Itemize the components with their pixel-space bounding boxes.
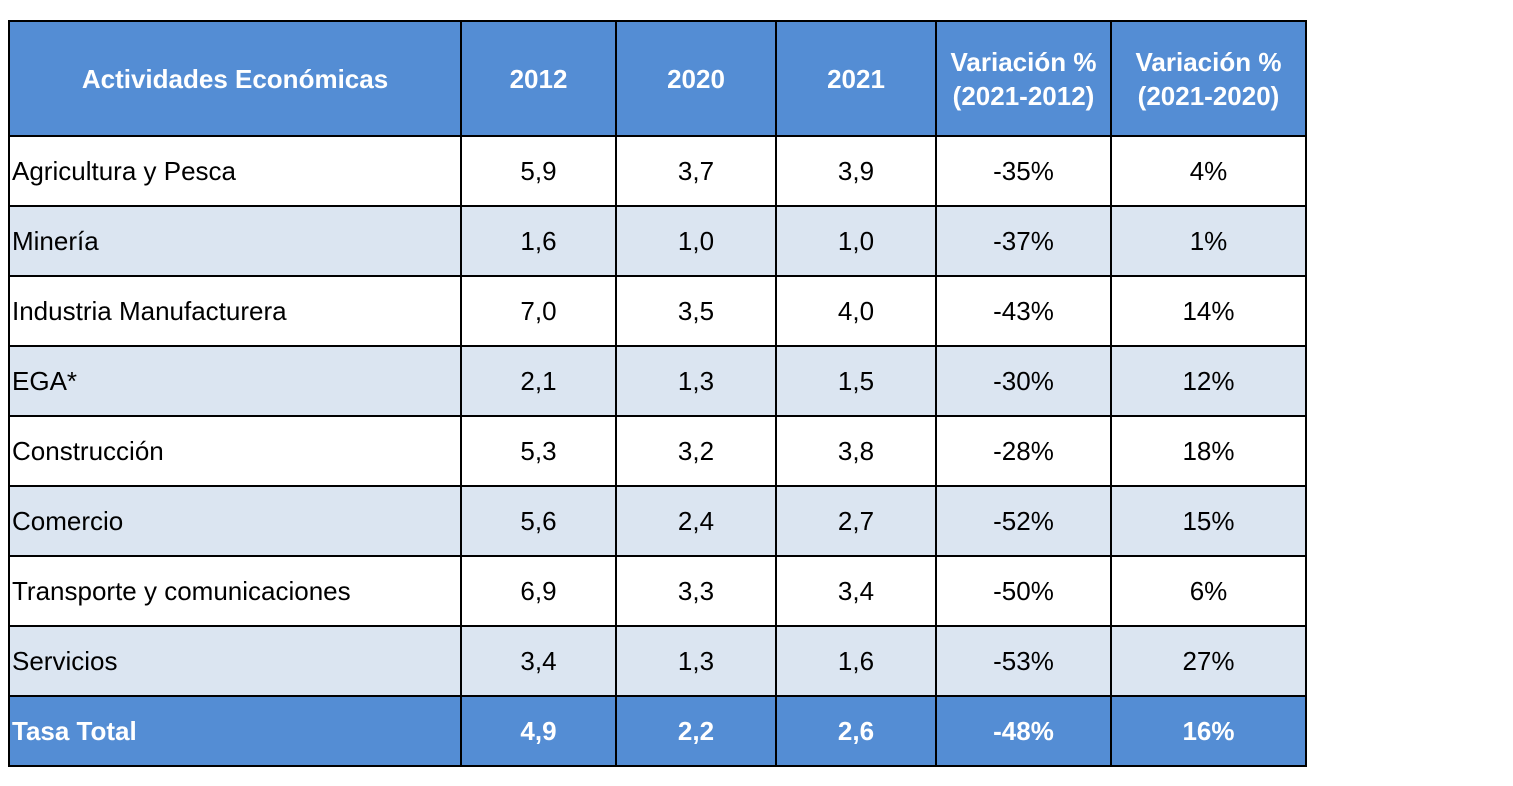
table-row: Construcción 5,3 3,2 3,8 -28% 18% xyxy=(8,415,1513,487)
table-cell: 18% xyxy=(1110,415,1307,487)
header-cell: 2021 xyxy=(775,20,937,137)
table-cell: 5,6 xyxy=(460,485,617,557)
table-cell: 27% xyxy=(1110,625,1307,697)
table-cell: 2,1 xyxy=(460,345,617,417)
table-cell: -50% xyxy=(935,555,1112,627)
table-row: EGA* 2,1 1,3 1,5 -30% 12% xyxy=(8,345,1513,417)
header-cell: 2020 xyxy=(615,20,777,137)
table-cell: -52% xyxy=(935,485,1112,557)
table-cell: 1,5 xyxy=(775,345,937,417)
table-cell: 1,6 xyxy=(775,625,937,697)
table-cell: -28% xyxy=(935,415,1112,487)
table-cell: 1% xyxy=(1110,205,1307,277)
table-row: Servicios 3,4 1,3 1,6 -53% 27% xyxy=(8,625,1513,697)
row-label: EGA* xyxy=(8,345,462,417)
header-cell: Actividades Económicas xyxy=(8,20,462,137)
row-label: Tasa Total xyxy=(8,695,462,767)
header-cell: Variación % (2021-2012) xyxy=(935,20,1112,137)
table-cell: 4,9 xyxy=(460,695,617,767)
table-cell: -48% xyxy=(935,695,1112,767)
table-row: Industria Manufacturera 7,0 3,5 4,0 -43% 14% xyxy=(8,275,1513,347)
table-row: Agricultura y Pesca 5,9 3,7 3,9 -35% 4% xyxy=(8,135,1513,207)
table-cell: 6% xyxy=(1110,555,1307,627)
data-table: Actividades Económicas 2012 2020 2021 Variac… xyxy=(8,20,1513,767)
table-cell: 15% xyxy=(1110,485,1307,557)
table-cell: 3,5 xyxy=(615,275,777,347)
table-cell: 14% xyxy=(1110,275,1307,347)
row-label: Agricultura y Pesca xyxy=(8,135,462,207)
table-cell: -30% xyxy=(935,345,1112,417)
table-row: Transporte y comunicaciones 6,9 3,3 3,4 -50%… xyxy=(8,555,1513,627)
table-cell: -53% xyxy=(935,625,1112,697)
table-cell: 3,4 xyxy=(460,625,617,697)
row-label: Construcción xyxy=(8,415,462,487)
table-cell: -37% xyxy=(935,205,1112,277)
table-cell: 3,7 xyxy=(615,135,777,207)
table-cell: 1,0 xyxy=(615,205,777,277)
row-label: Transporte y comunicaciones xyxy=(8,555,462,627)
table-cell: 3,8 xyxy=(775,415,937,487)
table-cell: 2,4 xyxy=(615,485,777,557)
table-cell: 4% xyxy=(1110,135,1307,207)
table-cell: 2,2 xyxy=(615,695,777,767)
table-cell: 12% xyxy=(1110,345,1307,417)
table-cell: 5,9 xyxy=(460,135,617,207)
row-label: Comercio xyxy=(8,485,462,557)
table-cell: 3,9 xyxy=(775,135,937,207)
table-cell: 1,3 xyxy=(615,625,777,697)
table-cell: -43% xyxy=(935,275,1112,347)
header-row: Actividades Económicas 2012 2020 2021 Variac… xyxy=(8,20,1513,137)
table-cell: 6,9 xyxy=(460,555,617,627)
table-cell: 4,0 xyxy=(775,275,937,347)
table-cell: -35% xyxy=(935,135,1112,207)
table-row: Comercio 5,6 2,4 2,7 -52% 15% xyxy=(8,485,1513,557)
table-body: Agricultura y Pesca 5,9 3,7 3,9 -35% 4% Minerí… xyxy=(8,135,1513,767)
table-cell: 1,3 xyxy=(615,345,777,417)
header-cell: Variación % (2021-2020) xyxy=(1110,20,1307,137)
table-cell: 3,2 xyxy=(615,415,777,487)
table-cell: 1,6 xyxy=(460,205,617,277)
table-cell: 3,3 xyxy=(615,555,777,627)
header-cell: 2012 xyxy=(460,20,617,137)
row-label: Industria Manufacturera xyxy=(8,275,462,347)
row-label: Minería xyxy=(8,205,462,277)
table-cell: 7,0 xyxy=(460,275,617,347)
table-row: Tasa Total 4,9 2,2 2,6 -48% 16% xyxy=(8,695,1513,767)
table-cell: 3,4 xyxy=(775,555,937,627)
table-row: Minería 1,6 1,0 1,0 -37% 1% xyxy=(8,205,1513,277)
table-cell: 2,7 xyxy=(775,485,937,557)
table-cell: 2,6 xyxy=(775,695,937,767)
table-cell: 5,3 xyxy=(460,415,617,487)
table-cell: 1,0 xyxy=(775,205,937,277)
row-label: Servicios xyxy=(8,625,462,697)
table-cell: 16% xyxy=(1110,695,1307,767)
